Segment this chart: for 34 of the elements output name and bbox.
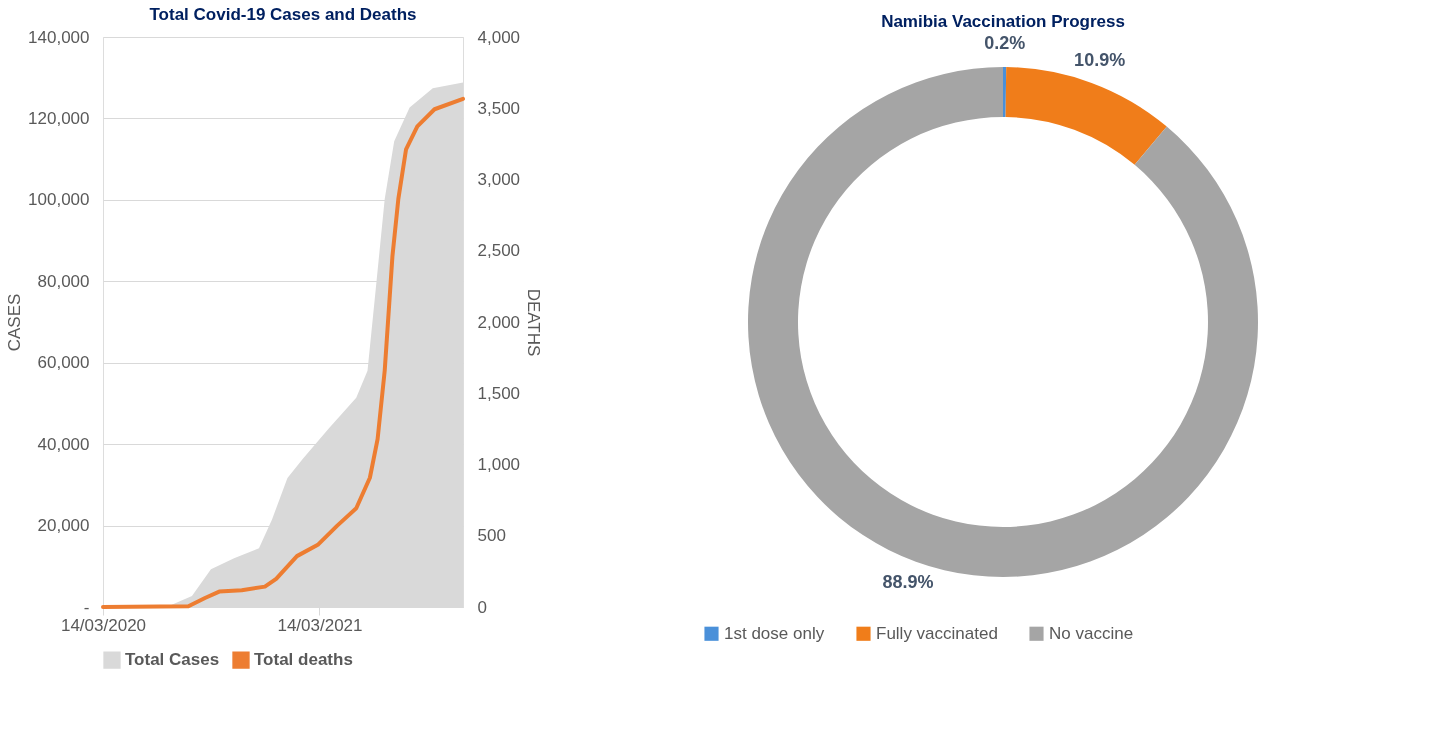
legend-label: 1st dose only xyxy=(724,623,825,643)
y-axis-title: CASES xyxy=(5,293,25,352)
y2-tick-label: 500 xyxy=(477,526,506,546)
y-tick-label: 100,000 xyxy=(28,190,90,210)
y-tick-label: - xyxy=(83,597,90,617)
chart-title: Total Covid-19 Cases and Deaths xyxy=(149,5,417,24)
y2-axis-title: DEATHS xyxy=(524,288,544,357)
donut-slice xyxy=(1003,67,1007,118)
y-tick-label: 40,000 xyxy=(37,434,90,454)
legend-label: Total Cases xyxy=(125,650,220,670)
y2-tick-label: 4,000 xyxy=(477,27,521,47)
y-tick-label: 20,000 xyxy=(37,516,90,536)
y2-tick-label: 2,000 xyxy=(477,312,521,332)
y2-tick-label: 0 xyxy=(477,597,487,617)
legend-label: Total deaths xyxy=(254,650,353,670)
x-tick-label: 14/03/2020 xyxy=(60,615,147,635)
donut-slice xyxy=(748,67,1258,577)
y-tick-label: 80,000 xyxy=(37,271,90,291)
y2-tick-label: 3,500 xyxy=(477,98,521,118)
y2-tick-label: 1,500 xyxy=(477,383,521,403)
data-label: 10.9% xyxy=(1074,50,1126,71)
data-label: 88.9% xyxy=(882,572,934,593)
y2-tick-label: 3,000 xyxy=(477,170,521,189)
legend-label: Fully vaccinated xyxy=(876,623,998,643)
y2-tick-label: 2,500 xyxy=(477,241,521,261)
chart-title: Namibia Vaccination Progress xyxy=(881,12,1125,32)
y2-tick-label: 1,000 xyxy=(477,455,521,474)
x-tick-label: 14/03/2021 xyxy=(277,615,363,635)
legend-label: No vaccine xyxy=(1049,623,1134,643)
data-label: 0.2% xyxy=(984,33,1026,54)
y-tick-label: 60,000 xyxy=(37,353,90,373)
donut-slice xyxy=(1005,67,1167,165)
y-tick-label: 120,000 xyxy=(28,108,90,128)
y-tick-label: 140,000 xyxy=(28,27,90,47)
